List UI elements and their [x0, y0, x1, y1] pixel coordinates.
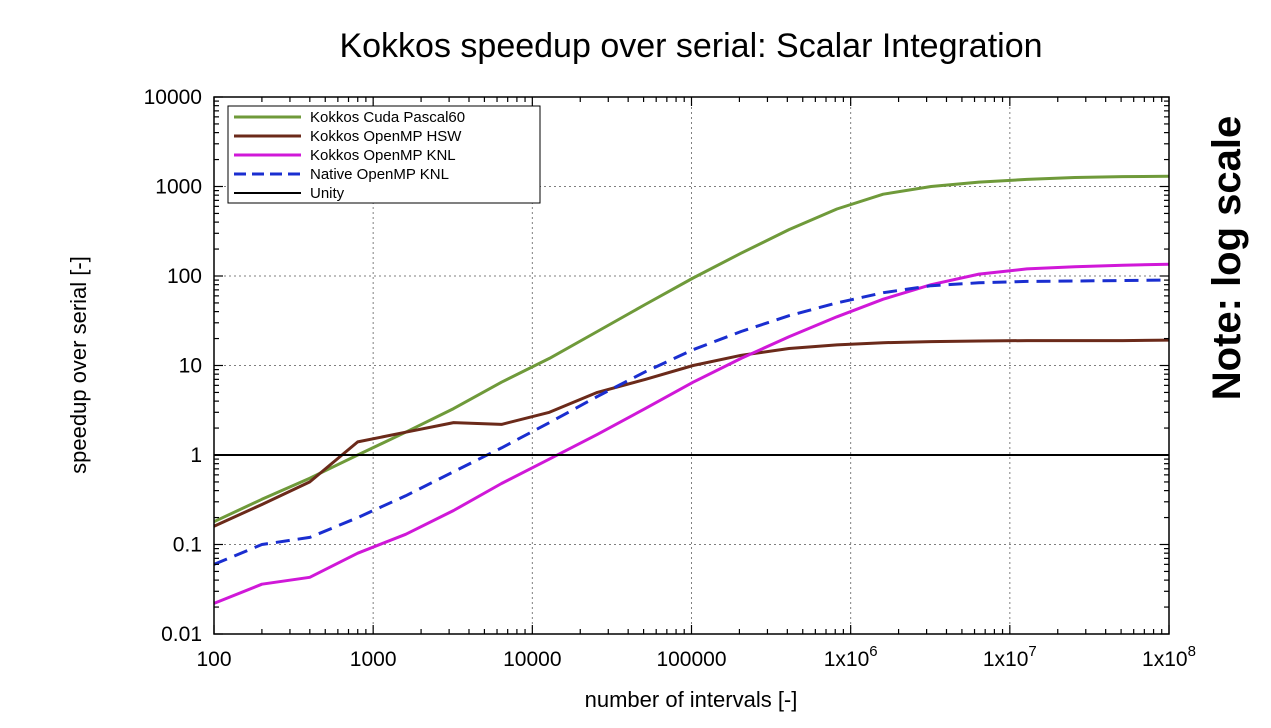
y-tick-label: 10000: [144, 86, 202, 109]
legend: Kokkos Cuda Pascal60 Kokkos OpenMP HSW Kok…: [227, 105, 541, 204]
chart-title: Kokkos speedup over serial: Scalar Integ…: [339, 27, 1042, 65]
series-line-kokkos-cuda-pascal60: [213, 174, 1170, 524]
y-tick-labels: 0.01 0.1 1 10 100 1000 10000: [144, 86, 202, 646]
y-tick-label: 100: [167, 265, 202, 288]
legend-label: Kokkos OpenMP HSW: [310, 128, 462, 145]
legend-label: Kokkos Cuda Pascal60: [310, 109, 465, 126]
series-line-kokkos-openmp-knl: [213, 262, 1170, 605]
x-tick-label: 10000: [503, 648, 561, 671]
legend-label: Native OpenMP KNL: [310, 166, 449, 183]
x-tick-label: 100: [196, 648, 231, 671]
x-tick-label: 1000: [350, 648, 397, 671]
legend-label: Kokkos OpenMP KNL: [310, 147, 456, 164]
y-tick-label: 0.01: [161, 623, 202, 646]
series-lines: [213, 174, 1170, 605]
log-scale-note: Note: log scale: [1205, 116, 1249, 401]
x-tick-label: 100000: [656, 648, 726, 671]
x-axis-label: number of intervals [-]: [585, 687, 798, 712]
legend-label: Unity: [310, 185, 345, 202]
y-tick-label: 0.1: [173, 534, 202, 557]
x-tick-label: 1x108: [1142, 643, 1196, 671]
axis-ticks: [213, 96, 1170, 635]
y-tick-label: 1000: [155, 176, 202, 199]
y-axis-label: speedup over serial [-]: [66, 256, 91, 474]
x-tick-label: 1x107: [983, 643, 1037, 671]
series-line-kokkos-openmp-hsw: [213, 338, 1170, 528]
y-tick-label: 10: [179, 355, 202, 378]
x-tick-labels: 100 1000 10000 100000 1x106 1x107 1x108: [196, 643, 1195, 671]
x-tick-label: 1x106: [824, 643, 878, 671]
y-tick-label: 1: [190, 444, 202, 467]
